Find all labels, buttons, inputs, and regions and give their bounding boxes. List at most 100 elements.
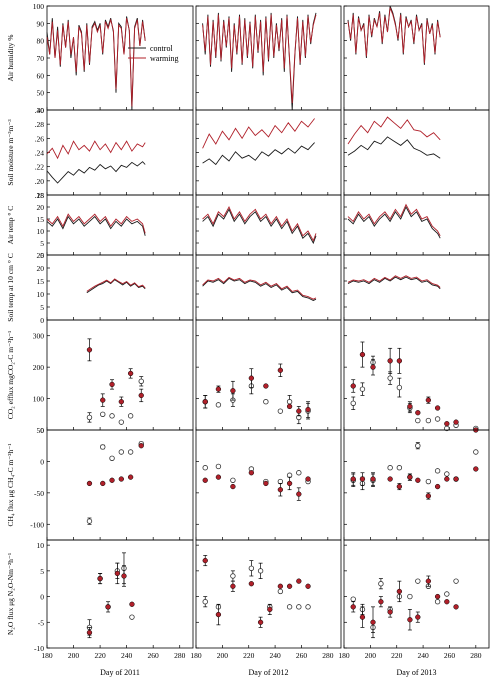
panel-r2-c1: .18 .20 .22 .24 .26 .28 .30	[35, 106, 194, 200]
data-point-warming	[277, 367, 284, 373]
data-point-warming	[305, 476, 311, 482]
y-tick-label: 5	[40, 567, 44, 576]
data-point-control	[230, 477, 236, 483]
x-tick-label: 280	[174, 651, 186, 660]
data-point-warming	[277, 487, 284, 493]
series-line-warming	[347, 203, 441, 237]
x-tick-label: 180	[338, 651, 350, 660]
series-line-warming	[202, 118, 315, 149]
series-line-control	[202, 142, 315, 166]
x-tick-label: 280	[322, 651, 334, 660]
legend-label: control	[150, 44, 173, 53]
data-point-control	[215, 402, 222, 408]
data-point-warming	[387, 476, 393, 482]
data-point-warming	[296, 578, 302, 584]
data-point-warming	[407, 403, 413, 410]
data-point-warming	[425, 578, 432, 584]
y-tick-label: 100	[33, 2, 45, 11]
y-tick-label: -50	[34, 489, 44, 498]
series-line-warming	[86, 278, 146, 292]
y-tick-label: .20	[35, 177, 45, 186]
data-point-warming	[407, 474, 413, 480]
data-point-control	[257, 568, 264, 574]
x-tick-label: 220	[243, 651, 255, 660]
data-point-warming	[305, 406, 311, 413]
data-point-warming	[118, 476, 124, 482]
data-point-warming	[86, 480, 93, 487]
data-point-warming	[425, 493, 432, 499]
series-line-warming	[46, 213, 146, 234]
x-tick-label: 200	[217, 651, 229, 660]
data-point-control	[86, 414, 93, 421]
data-point-warming	[109, 381, 115, 388]
y-tick-label: .30	[35, 106, 45, 115]
series-line-control	[202, 277, 317, 302]
x-tick-label: 180	[41, 651, 53, 660]
series-line-warming	[347, 275, 441, 288]
y-tick-label: 200	[33, 363, 45, 372]
x-axis-label: Day of 2013	[397, 668, 437, 677]
y-axis-label: CH₄ flux μg CH₄-C m⁻²h⁻¹	[6, 444, 15, 527]
y-tick-label: .28	[35, 120, 45, 129]
x-tick-label: 200	[365, 651, 377, 660]
data-point-control	[378, 581, 384, 587]
panel-r1-c3	[343, 5, 490, 111]
y-axis-label: CO₂ efflux mgCO₂-C m⁻²h⁻¹	[6, 331, 15, 420]
data-point-warming	[415, 410, 421, 416]
data-point-warming	[444, 476, 450, 482]
data-point-warming	[138, 392, 144, 399]
data-point-warming	[396, 358, 403, 364]
data-point-warming	[202, 477, 208, 483]
series-line-control	[46, 215, 146, 236]
series-line-control	[86, 279, 146, 294]
data-point-control	[127, 449, 134, 455]
data-point-warming	[248, 581, 255, 587]
panel-r3-c1: 0 5 10 15 20 25	[37, 191, 194, 260]
panel-frame	[195, 194, 342, 256]
series-line-control	[347, 136, 441, 159]
data-point-warming	[444, 421, 450, 427]
data-point-warming	[127, 474, 134, 480]
panel-frame	[195, 429, 342, 541]
series-line-warming	[46, 18, 146, 107]
data-point-control	[444, 471, 450, 477]
y-tick-label: 15	[37, 277, 45, 286]
y-tick-label: 15	[37, 215, 45, 224]
data-point-control	[305, 604, 311, 610]
data-point-warming	[86, 629, 93, 636]
data-point-control	[100, 411, 106, 417]
data-point-control	[277, 408, 284, 414]
series-line-control	[347, 276, 441, 290]
data-point-warming	[230, 388, 236, 394]
y-tick-label: .18	[35, 191, 45, 200]
data-point-warming	[396, 483, 403, 490]
y-axis-label: N₂O flux μg N₂O-Nm⁻²h⁻¹	[6, 553, 15, 635]
panel-frame	[343, 5, 490, 111]
y-tick-label: 20	[37, 203, 45, 212]
data-point-warming	[286, 480, 293, 487]
panel-r4-c1: 0 5 10 15 20 25	[37, 251, 194, 325]
panel-frame	[343, 194, 490, 256]
data-point-control	[444, 591, 450, 597]
data-point-warming	[202, 399, 208, 405]
y-tick-label: 60	[37, 71, 45, 80]
data-point-control	[263, 399, 269, 405]
data-point-control	[118, 449, 125, 455]
data-point-control	[129, 614, 135, 620]
data-point-warming	[100, 397, 106, 403]
panel-r4-c3	[343, 254, 490, 321]
data-point-control	[396, 465, 403, 471]
panel-r4-c2	[195, 254, 342, 321]
series-line-warming	[202, 205, 317, 242]
data-point-warming	[121, 573, 127, 579]
panel-frame	[46, 539, 194, 649]
panel-frame	[46, 254, 194, 321]
y-tick-label: .24	[35, 149, 45, 158]
y-tick-label: 50	[37, 89, 45, 98]
y-tick-label: 20	[37, 264, 45, 273]
panel-r2-c2	[195, 109, 342, 196]
data-point-warming	[359, 614, 366, 620]
data-point-warming	[138, 443, 144, 449]
